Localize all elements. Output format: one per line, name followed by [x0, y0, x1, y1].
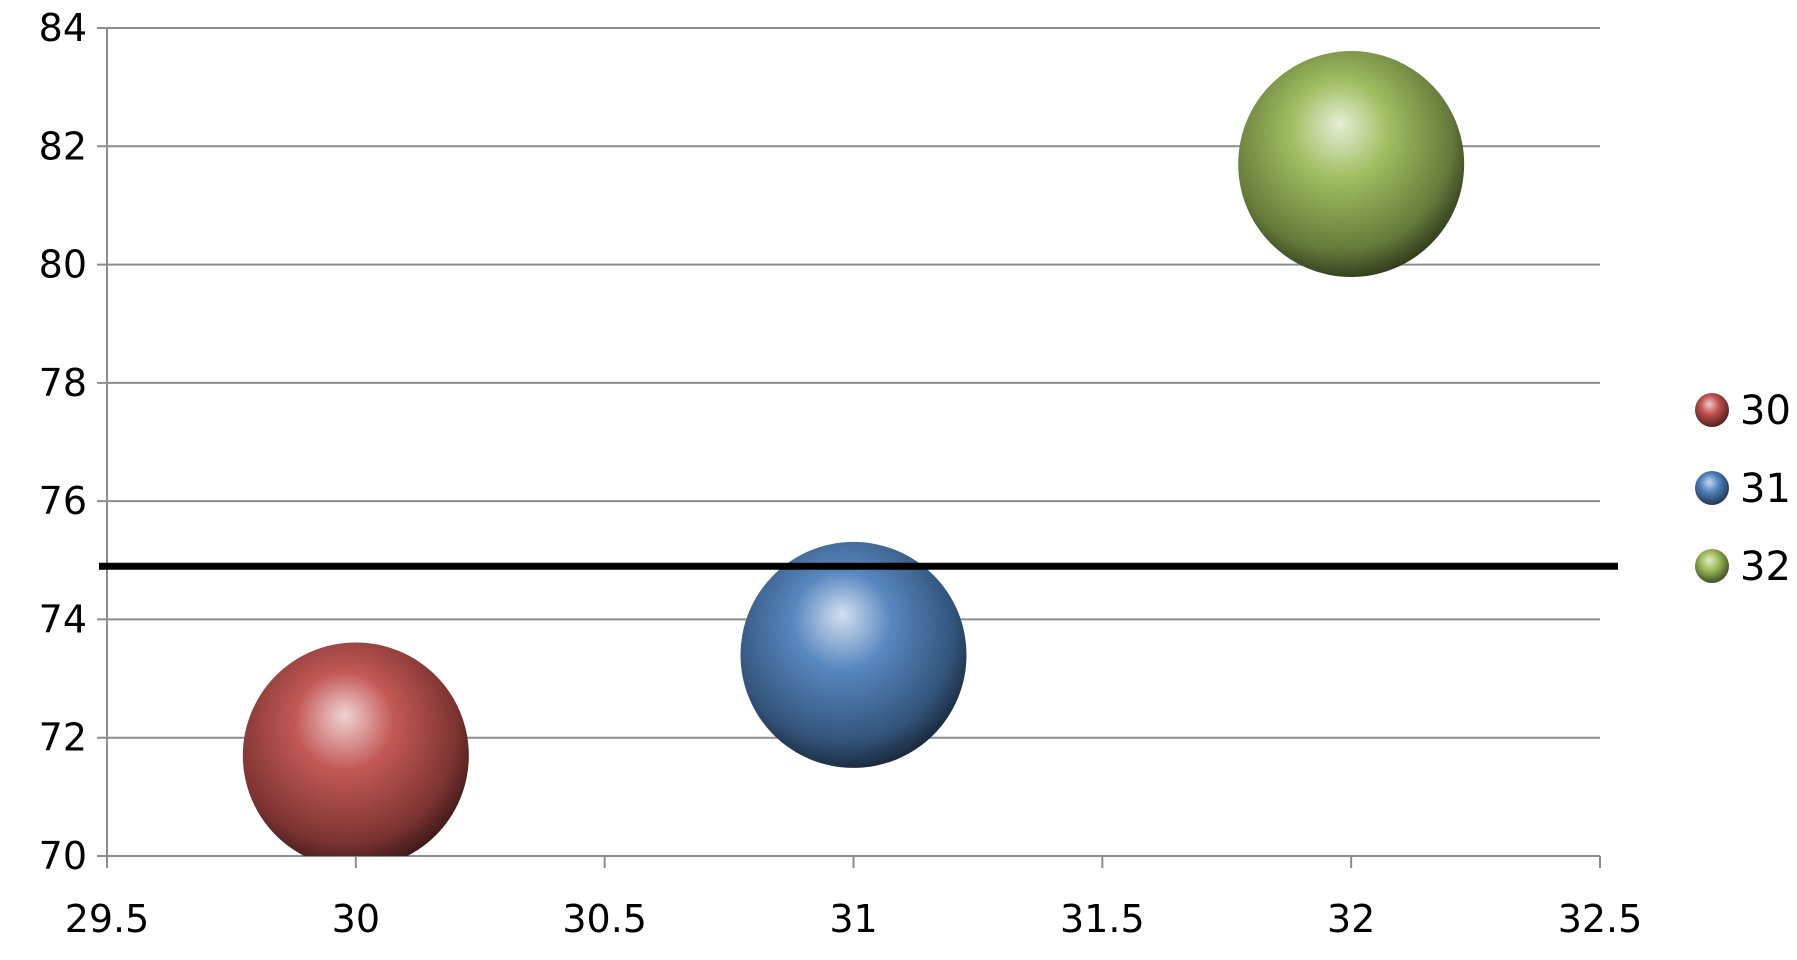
y-tick-label: 72 — [39, 716, 87, 760]
bubble-30 — [242, 642, 469, 856]
y-tick-label: 74 — [39, 597, 87, 641]
y-tick-label: 78 — [39, 361, 87, 405]
bubble-31 — [740, 541, 967, 768]
x-tick-label: 31 — [829, 897, 877, 941]
x-tick-label: 30 — [332, 897, 380, 941]
legend-label-32: 32 — [1740, 544, 1791, 590]
x-tick-label: 32.5 — [1558, 897, 1643, 941]
legend-marker-30 — [1695, 393, 1729, 427]
legend: 30 31 32 — [1695, 388, 1791, 590]
y-tick-label: 76 — [39, 479, 87, 523]
legend-label-30: 30 — [1740, 388, 1791, 434]
x-tick-label: 30.5 — [562, 897, 647, 941]
y-tick-label: 70 — [39, 834, 87, 878]
bubble-32 — [1238, 51, 1465, 278]
x-tick-label: 32 — [1327, 897, 1375, 941]
x-tick-labels: 29.5 30 30.5 31 31.5 32 32.5 — [65, 897, 1643, 941]
y-tick-label: 80 — [39, 243, 87, 287]
y-tick-labels: 70 72 74 76 78 80 82 84 — [39, 6, 87, 878]
legend-marker-31 — [1695, 471, 1729, 505]
bubbles — [242, 51, 1465, 856]
legend-marker-32 — [1695, 549, 1729, 583]
x-tick-label: 31.5 — [1060, 897, 1145, 941]
x-tick-label: 29.5 — [65, 897, 150, 941]
y-tick-label: 84 — [39, 6, 87, 50]
legend-label-31: 31 — [1740, 466, 1791, 512]
y-tick-label: 82 — [39, 124, 87, 168]
